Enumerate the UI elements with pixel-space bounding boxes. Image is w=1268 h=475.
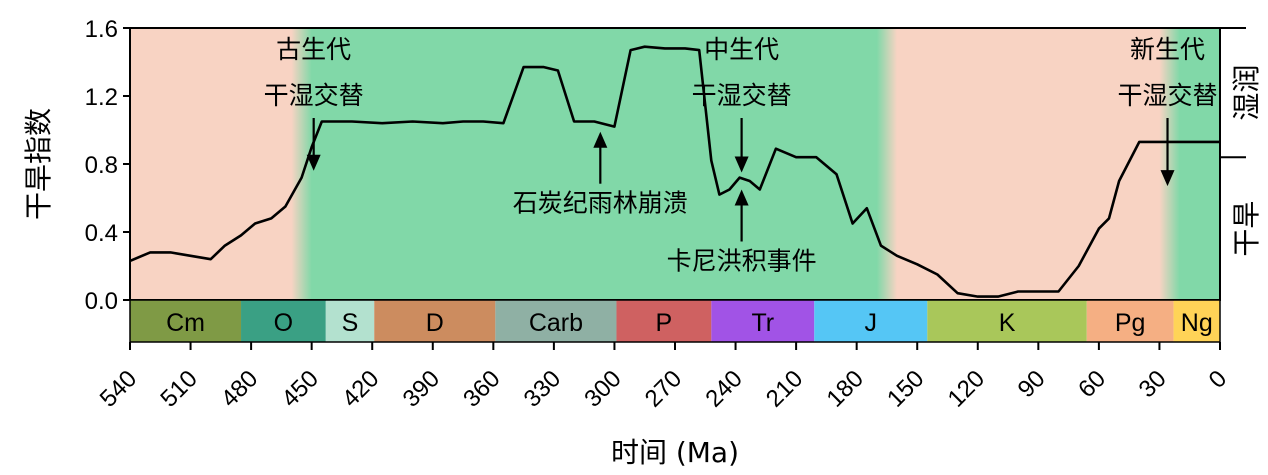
aridity-index-line xyxy=(129,45,1220,298)
x-tick-label: 420 xyxy=(337,365,384,412)
annotation-1-arrow-head xyxy=(734,156,749,173)
annotation-0-line-1: 干湿交替 xyxy=(264,81,364,110)
period-label-s: S xyxy=(342,309,359,337)
period-label-tr: Tr xyxy=(751,309,774,337)
x-tick-label: 480 xyxy=(216,365,263,412)
y-tick-label: 1.6 xyxy=(85,16,118,43)
x-tick-label: 330 xyxy=(519,365,566,412)
x-tick-label: 390 xyxy=(398,365,445,412)
period-carb xyxy=(495,300,617,342)
x-tick-label: 270 xyxy=(640,365,687,412)
annotation-arrows xyxy=(306,118,1175,242)
annotation-4-line-0: 卡尼洪积事件 xyxy=(667,247,817,276)
y-axis: 0.0 0.4 0.8 1.2 1.6 xyxy=(85,16,130,315)
y-axis-title: 干旱指数 xyxy=(22,108,55,220)
annotation-4-arrow-head xyxy=(734,189,749,206)
right-axis-arid-label: 干旱 xyxy=(1230,201,1263,257)
period-s xyxy=(325,300,375,342)
x-tick-label: 180 xyxy=(822,365,869,412)
x-tick-label: 30 xyxy=(1134,365,1172,403)
x-tick-label: 210 xyxy=(761,365,808,412)
x-tick-label: 540 xyxy=(95,365,142,412)
x-axis-title: 时间 (Ma) xyxy=(611,436,739,469)
x-tick-label: 300 xyxy=(579,365,626,412)
period-j xyxy=(814,300,928,342)
right-axis-humid-label: 湿润 xyxy=(1230,65,1263,121)
y-tick-label: 0.0 xyxy=(85,288,118,315)
period-pg xyxy=(1086,300,1174,342)
annotation-2-line-1: 干湿交替 xyxy=(1118,81,1218,110)
annotation-1-line-1: 干湿交替 xyxy=(692,81,792,110)
annotation-0-arrow-head xyxy=(306,154,321,171)
x-tick-label: 360 xyxy=(458,365,505,412)
right-axis xyxy=(1220,27,1246,159)
x-tick-label: 450 xyxy=(277,365,324,412)
period-label-d: D xyxy=(426,309,444,337)
annotation-2-line-0: 新生代 xyxy=(1130,35,1205,64)
y-tick-label: 0.4 xyxy=(85,220,118,247)
period-o xyxy=(241,300,326,342)
annotation-2-arrow-head xyxy=(1160,170,1175,187)
x-tick-label: 150 xyxy=(882,365,929,412)
period-k xyxy=(927,300,1087,342)
x-tick-label: 240 xyxy=(700,365,747,412)
annotation-0-line-0: 古生代 xyxy=(276,35,351,64)
x-tick-label: 510 xyxy=(155,365,202,412)
y-tick-label: 0.8 xyxy=(85,152,118,179)
geologic-period-bar: Cm O S D Carb P Tr J K Pg Ng xyxy=(129,299,1221,343)
period-tr xyxy=(711,300,815,342)
x-tick-label: 60 xyxy=(1073,365,1111,403)
period-label-cm: Cm xyxy=(166,309,205,337)
annotation-1-line-0: 中生代 xyxy=(704,35,779,64)
x-tick-label: 90 xyxy=(1013,365,1051,403)
x-axis: 540 510 480 450 420 390 360 330 300 270 240 210 180 1… xyxy=(95,342,1232,413)
period-d xyxy=(374,300,496,342)
period-cm xyxy=(130,300,242,342)
period-label-pg: Pg xyxy=(1115,309,1146,337)
x-tick-label: 120 xyxy=(943,365,990,412)
period-p xyxy=(616,300,712,342)
period-label-carb: Carb xyxy=(529,309,583,337)
y-tick-label: 1.2 xyxy=(85,84,118,111)
period-label-j: J xyxy=(865,309,878,337)
period-label-p: P xyxy=(656,309,673,337)
period-label-o: O xyxy=(274,309,293,337)
x-tick-label: 0 xyxy=(1204,365,1233,394)
period-label-k: K xyxy=(999,309,1016,337)
annotation-3-line-0: 石炭纪雨林崩溃 xyxy=(513,189,688,218)
period-label-ng: Ng xyxy=(1181,309,1213,337)
period-ng xyxy=(1173,300,1220,342)
annotation-3-arrow-head xyxy=(593,131,608,148)
